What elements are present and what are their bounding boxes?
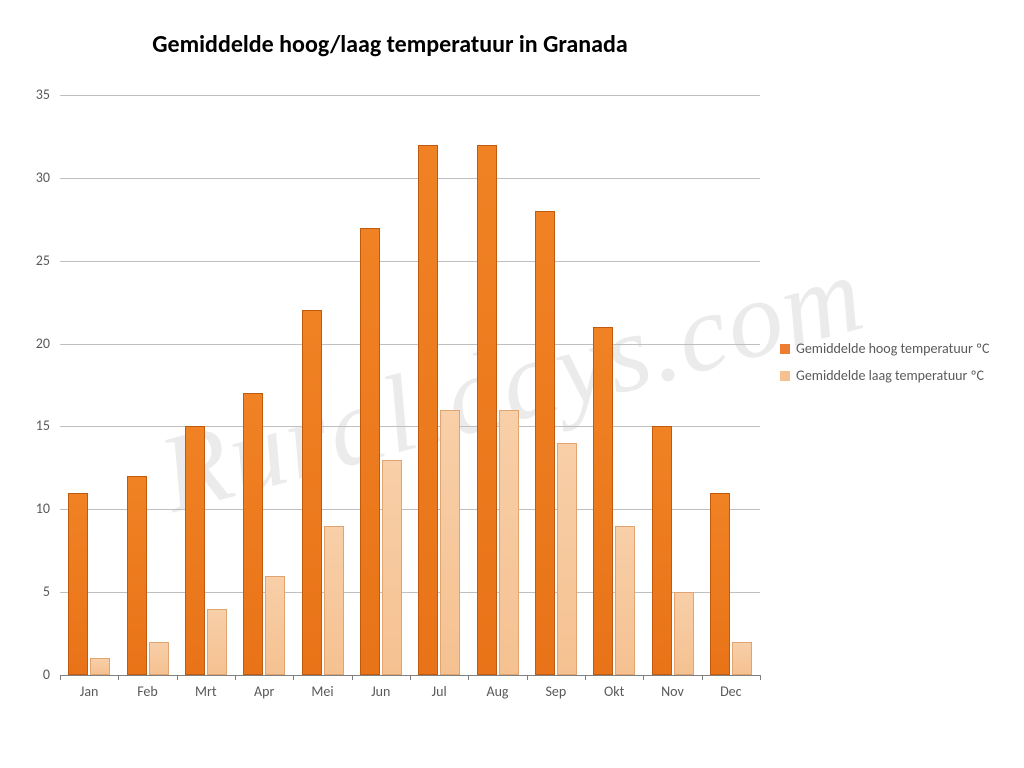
x-tick bbox=[702, 675, 703, 680]
bar-low bbox=[382, 460, 402, 675]
y-tick-label: 35 bbox=[20, 86, 50, 103]
x-tick bbox=[177, 675, 178, 680]
bar-high bbox=[593, 327, 613, 675]
x-tick bbox=[352, 675, 353, 680]
x-tick-label: Nov bbox=[643, 683, 701, 700]
legend-label: Gemiddelde laag temperatuur ºC bbox=[796, 367, 984, 384]
x-tick bbox=[410, 675, 411, 680]
x-tick bbox=[527, 675, 528, 680]
x-tick-label: Dec bbox=[702, 683, 760, 700]
x-tick bbox=[293, 675, 294, 680]
bar-low bbox=[615, 526, 635, 675]
y-tick-label: 20 bbox=[20, 335, 50, 352]
x-tick bbox=[468, 675, 469, 680]
bar-high bbox=[185, 426, 205, 675]
bar-high bbox=[652, 426, 672, 675]
x-tick-label: Jul bbox=[410, 683, 468, 700]
legend-item: Gemiddelde hoog temperatuur ºC bbox=[780, 340, 989, 357]
x-tick-label: Jun bbox=[352, 683, 410, 700]
y-tick-label: 10 bbox=[20, 500, 50, 517]
x-tick-label: Sep bbox=[527, 683, 585, 700]
bar-high bbox=[243, 393, 263, 675]
bar-high bbox=[68, 493, 88, 675]
x-tick-label: Mei bbox=[293, 683, 351, 700]
bar-high bbox=[127, 476, 147, 675]
bar-low bbox=[149, 642, 169, 675]
bar-low bbox=[499, 410, 519, 675]
legend-swatch bbox=[780, 371, 790, 381]
x-tick bbox=[643, 675, 644, 680]
x-tick bbox=[60, 675, 61, 680]
bar-high bbox=[302, 310, 322, 675]
bar-low bbox=[90, 658, 110, 675]
bar-low bbox=[557, 443, 577, 675]
x-tick bbox=[760, 675, 761, 680]
chart-title: Gemiddelde hoog/laag temperatuur in Gran… bbox=[0, 30, 780, 59]
legend-swatch bbox=[780, 344, 790, 354]
x-tick-label: Okt bbox=[585, 683, 643, 700]
y-tick-label: 0 bbox=[20, 666, 50, 683]
x-tick bbox=[118, 675, 119, 680]
bar-low bbox=[674, 592, 694, 675]
x-tick bbox=[235, 675, 236, 680]
x-tick-label: Feb bbox=[118, 683, 176, 700]
x-tick-label: Aug bbox=[468, 683, 526, 700]
bar-high bbox=[535, 211, 555, 675]
legend-item: Gemiddelde laag temperatuur ºC bbox=[780, 367, 989, 384]
bar-low bbox=[440, 410, 460, 675]
x-tick bbox=[585, 675, 586, 680]
bar-low bbox=[207, 609, 227, 675]
y-tick-label: 15 bbox=[20, 417, 50, 434]
y-tick-label: 30 bbox=[20, 169, 50, 186]
x-tick-label: Jan bbox=[60, 683, 118, 700]
bar-high bbox=[477, 145, 497, 675]
chart-legend: Gemiddelde hoog temperatuur ºC Gemiddelde… bbox=[780, 340, 989, 394]
y-tick-label: 5 bbox=[20, 583, 50, 600]
x-tick-label: Mrt bbox=[177, 683, 235, 700]
bar-low bbox=[265, 576, 285, 675]
bar-low bbox=[732, 642, 752, 675]
bar-high bbox=[710, 493, 730, 675]
y-tick-label: 25 bbox=[20, 252, 50, 269]
x-tick-label: Apr bbox=[235, 683, 293, 700]
legend-label: Gemiddelde hoog temperatuur ºC bbox=[796, 340, 989, 357]
bar-high bbox=[360, 228, 380, 675]
chart-plot-area bbox=[60, 95, 760, 675]
bar-low bbox=[324, 526, 344, 675]
bar-high bbox=[418, 145, 438, 675]
